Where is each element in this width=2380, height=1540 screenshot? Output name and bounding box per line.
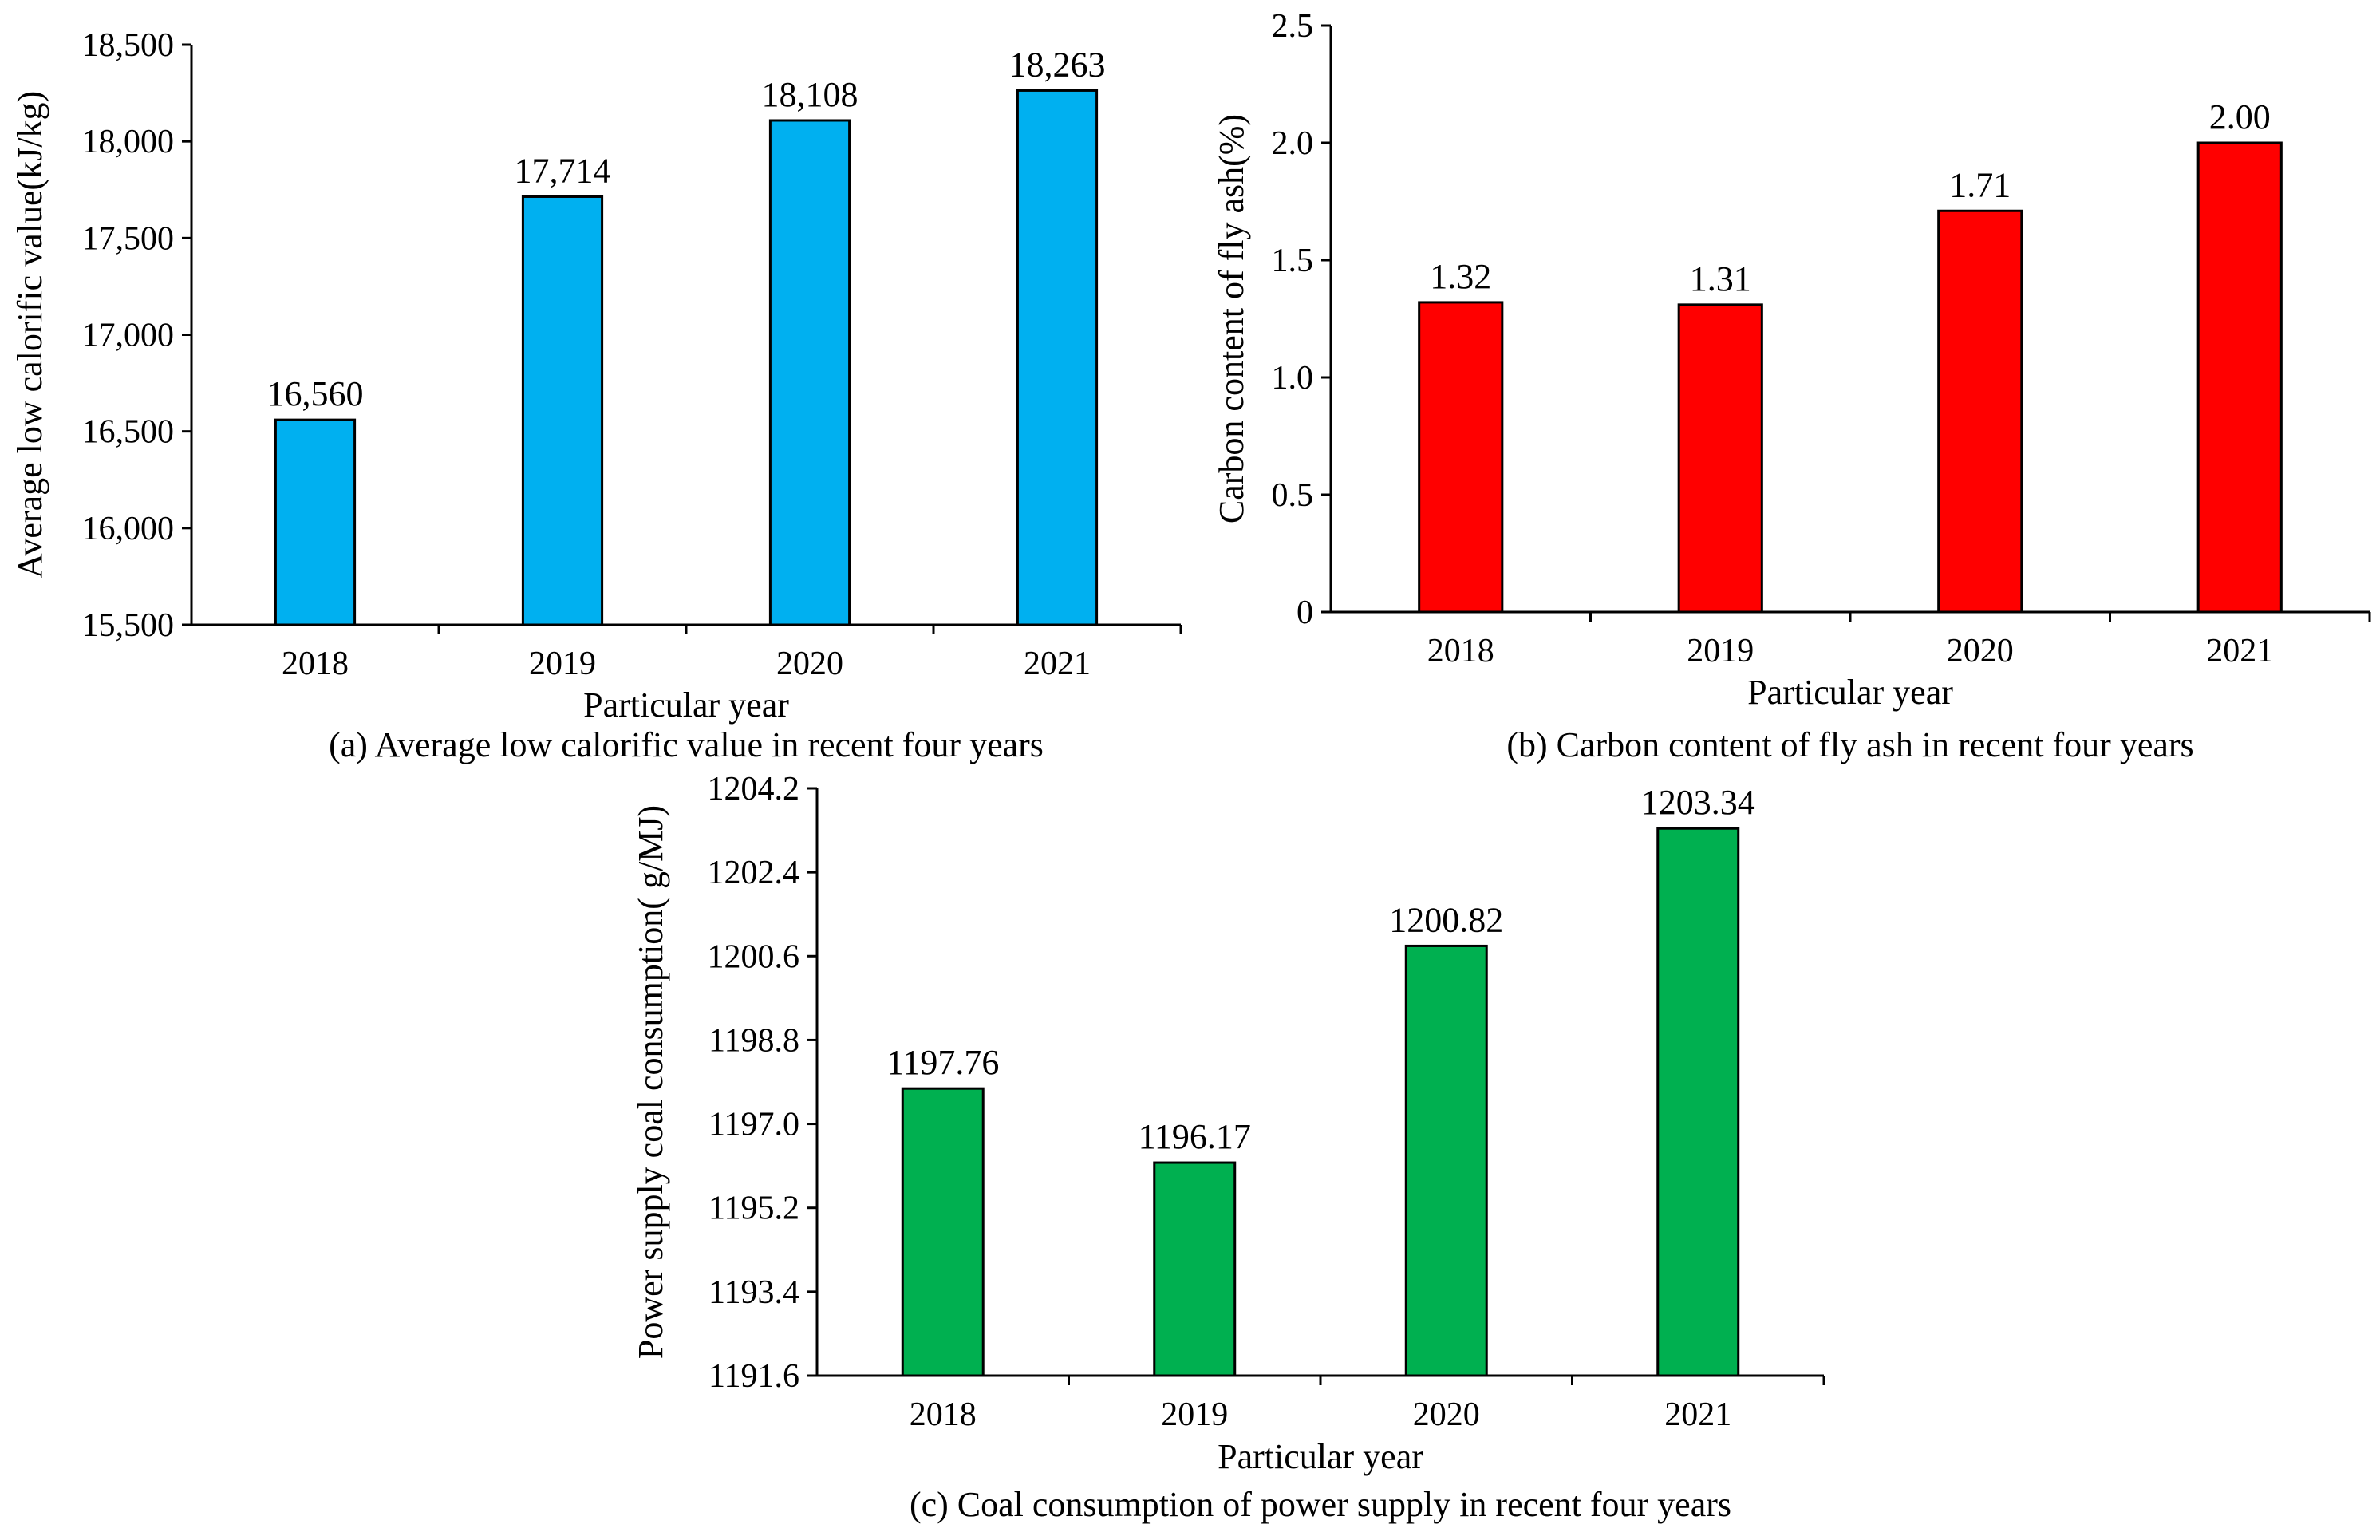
panel-a-caption: (a) Average low calorific value in recen… — [329, 725, 1044, 764]
panel-b-bar-2020 — [1937, 209, 2023, 614]
panel-c-bar-2021 — [1656, 827, 1740, 1377]
panel-c-x-axis-title: Particular year — [1218, 1437, 1423, 1476]
panel-b-data-label-2020: 1.71 — [1949, 165, 2011, 204]
panel-c-ytick-label: 1191.6 — [708, 1358, 799, 1395]
panel-b-category-label-2019: 2019 — [1687, 633, 1754, 669]
panel-a-bar-2018 — [274, 418, 357, 626]
panel-c-bar-2020 — [1404, 944, 1488, 1377]
panel-c-ytick-label: 1198.8 — [708, 1022, 799, 1059]
panel-b-ytick-label: 0.5 — [1272, 477, 1314, 514]
panel-c-category-label-2020: 2020 — [1413, 1396, 1480, 1433]
panel-b-data-label-2018: 1.32 — [1430, 257, 1491, 296]
panel-c-data-label-2019: 1196.17 — [1139, 1117, 1251, 1156]
panel-a-ytick-label: 15,500 — [82, 607, 175, 644]
panel-b-y-axis-title: Carbon content of fly ash(%) — [1212, 114, 1251, 523]
panel-a-category-label-2021: 2021 — [1024, 646, 1091, 682]
panel-a-bar-2019 — [521, 195, 604, 626]
panel-b-ytick-label: 2.5 — [1272, 8, 1314, 45]
panel-c-bar-2019 — [1153, 1161, 1237, 1377]
panel-a-data-label-2018: 16,560 — [267, 374, 364, 413]
panel-c-y-axis-title: Power supply coal consumption( g/MJ) — [631, 805, 670, 1359]
panel-a-ytick-label: 16,000 — [82, 511, 175, 547]
panel-c-ytick-label: 1200.6 — [708, 938, 800, 975]
panel-c-data-label-2021: 1203.34 — [1641, 783, 1755, 822]
panel-a-category-label-2019: 2019 — [529, 646, 596, 682]
panel-a-data-label-2020: 18,108 — [762, 75, 858, 114]
panel-c-caption: (c) Coal consumption of power supply in … — [910, 1485, 1731, 1524]
panel-c-ytick-label: 1195.2 — [708, 1191, 799, 1227]
panel-a-ytick-label: 17,500 — [82, 220, 175, 257]
panel-a-ytick-label: 18,500 — [82, 27, 175, 64]
panel-b-ytick-label: 2.0 — [1272, 125, 1314, 162]
panel-c-bar-2018 — [901, 1087, 985, 1377]
panel-b-x-axis-title: Particular year — [1747, 673, 1953, 712]
panel-a-y-axis-title: Average low calorific value(kJ/kg) — [10, 91, 49, 578]
panel-b-bar-2021 — [2196, 141, 2283, 614]
panel-a-data-label-2021: 18,263 — [1009, 45, 1106, 84]
panel-c-data-label-2020: 1200.82 — [1389, 900, 1503, 939]
panel-a-ytick-label: 16,500 — [82, 414, 175, 451]
panel-a-category-label-2018: 2018 — [282, 646, 349, 682]
panel-b-ytick-label: 0 — [1297, 594, 1313, 631]
panel-c-data-label-2018: 1197.76 — [886, 1043, 999, 1082]
panel-b-category-label-2018: 2018 — [1427, 633, 1494, 669]
panel-b-category-label-2021: 2021 — [2206, 633, 2273, 669]
panel-c-ytick-label: 1197.0 — [708, 1107, 799, 1143]
panel-a-bar-2021 — [1016, 89, 1099, 626]
panel-c-ytick-label: 1193.4 — [708, 1274, 799, 1311]
panel-b-bar-2018 — [1418, 301, 1504, 614]
panel-c-category-label-2019: 2019 — [1161, 1396, 1228, 1433]
panel-a-ytick-label: 17,000 — [82, 318, 175, 354]
panel-c-coal-consumption: 1191.6 1193.4 1195.2 1197.0 1198.8 1200.6 1202… — [631, 771, 1825, 1524]
panel-b-ytick-label: 1.5 — [1272, 243, 1314, 279]
panel-b-category-label-2020: 2020 — [1947, 633, 2014, 669]
panel-a-category-label-2020: 2020 — [776, 646, 843, 682]
panel-b-data-label-2019: 1.31 — [1690, 259, 1751, 298]
panel-a-data-label-2019: 17,714 — [515, 151, 611, 190]
panel-a-bar-2020 — [768, 119, 851, 626]
panel-b-bar-2019 — [1677, 303, 1763, 614]
panel-b-ytick-label: 1.0 — [1272, 360, 1314, 397]
panel-c-ytick-label: 1204.2 — [708, 771, 800, 808]
panel-a-x-axis-title: Particular year — [583, 685, 789, 725]
panel-b-caption: (b) Carbon content of fly ash in recent … — [1506, 725, 2193, 764]
panel-c-category-label-2018: 2018 — [910, 1396, 977, 1433]
panel-a-calorific-value: 15,500 16,000 16,500 17,000 17,500 18,000 18,5… — [10, 27, 1182, 764]
panel-b-fly-ash-carbon: 0 0.5 1.0 1.5 2.0 2.5 1.32 2018 1.31 2019 1.71 2020… — [1212, 8, 2371, 764]
panel-b-data-label-2021: 2.00 — [2209, 97, 2271, 136]
panel-c-category-label-2021: 2021 — [1664, 1396, 1731, 1433]
panel-a-ytick-label: 18,000 — [82, 124, 175, 160]
panel-c-ytick-label: 1202.4 — [708, 855, 800, 891]
